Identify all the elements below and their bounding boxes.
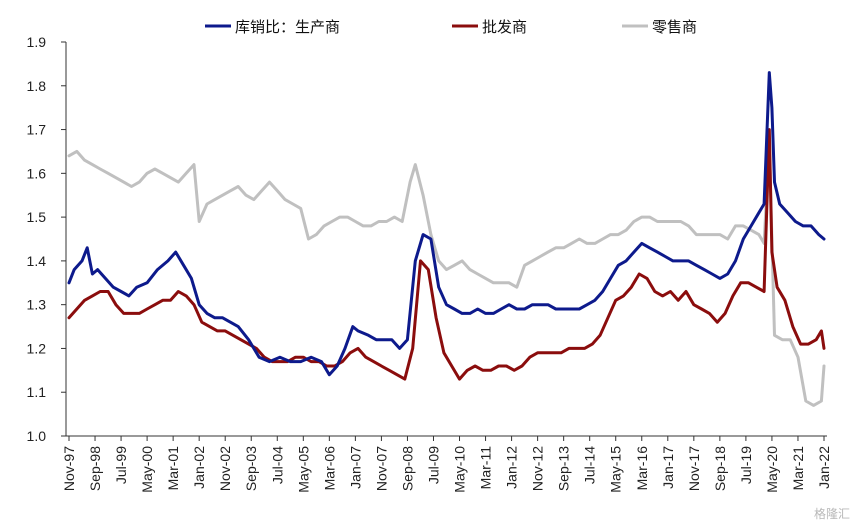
x-tick-label: Mar-16 [634, 446, 650, 491]
series-layer [67, 71, 826, 407]
x-tick-label: Nov-17 [686, 446, 702, 491]
x-tick-label: Jan-22 [816, 446, 832, 489]
x-tick-label: Jan-07 [347, 446, 363, 489]
x-tick-label: Mar-06 [321, 446, 337, 491]
x-tick-label: Nov-02 [217, 446, 233, 491]
x-tick-label: Mar-11 [478, 446, 494, 490]
x-tick-label: Jul-14 [582, 446, 598, 484]
y-tick-label: 1.3 [27, 297, 47, 313]
x-tick-label: Sep-08 [399, 446, 415, 491]
x-tick-label: Mar-01 [165, 446, 181, 491]
x-tick-label: Nov-12 [530, 446, 546, 491]
x-tick-label: Nov-97 [61, 446, 77, 491]
chart-legend: 库销比：生产商 批发商 零售商 [205, 18, 697, 36]
y-tick-label: 1.5 [27, 209, 47, 225]
y-tick-label: 1.0 [27, 428, 47, 444]
watermark-text: 格隆汇 [814, 506, 850, 521]
y-tick-label: 1.4 [27, 253, 47, 269]
x-tick-label: Jan-17 [660, 446, 676, 489]
x-tick-label: Jul-99 [113, 446, 129, 484]
series-line-0 [67, 71, 826, 377]
y-tick-label: 1.6 [27, 165, 47, 181]
x-tick-label: May-00 [139, 446, 155, 493]
x-tick-label: Jul-19 [738, 446, 754, 484]
y-tick-label: 1.7 [27, 122, 47, 138]
x-tick-label: May-20 [764, 446, 780, 493]
x-tick-label: May-10 [452, 446, 468, 493]
y-axis: 1.0 1.1 1.2 1.3 1.4 1.5 1.6 1.7 1.8 1.9 [27, 34, 67, 444]
x-tick-label: Sep-03 [243, 446, 259, 491]
x-tick-label: Jul-09 [425, 446, 441, 484]
x-tick-label: Sep-18 [712, 446, 728, 491]
y-tick-label: 1.2 [27, 340, 47, 356]
x-axis: Nov-97 Sep-98 Jul-99 May-00 Mar-01 Jan-02 Nov-… [61, 435, 832, 493]
series-line-1 [67, 128, 826, 381]
x-tick-label: May-05 [295, 446, 311, 493]
y-tick-label: 1.9 [27, 34, 47, 50]
x-tick-label: Jan-12 [504, 446, 520, 489]
series-line-2 [67, 141, 826, 407]
y-tick-label: 1.8 [27, 78, 47, 94]
legend-label-1: 批发商 [482, 18, 527, 36]
x-tick-label: Sep-13 [556, 446, 572, 491]
y-tick-label: 1.1 [27, 384, 47, 400]
x-tick-label: Jan-02 [191, 446, 207, 489]
legend-label-0: 库销比：生产商 [235, 18, 340, 36]
x-tick-label: Jul-04 [269, 446, 285, 484]
x-tick-label: Nov-07 [373, 446, 389, 491]
x-tick-label: Mar-21 [790, 446, 806, 491]
x-tick-label: Sep-98 [87, 446, 103, 491]
x-tick-label: May-15 [608, 446, 624, 493]
legend-label-2: 零售商 [652, 18, 697, 36]
